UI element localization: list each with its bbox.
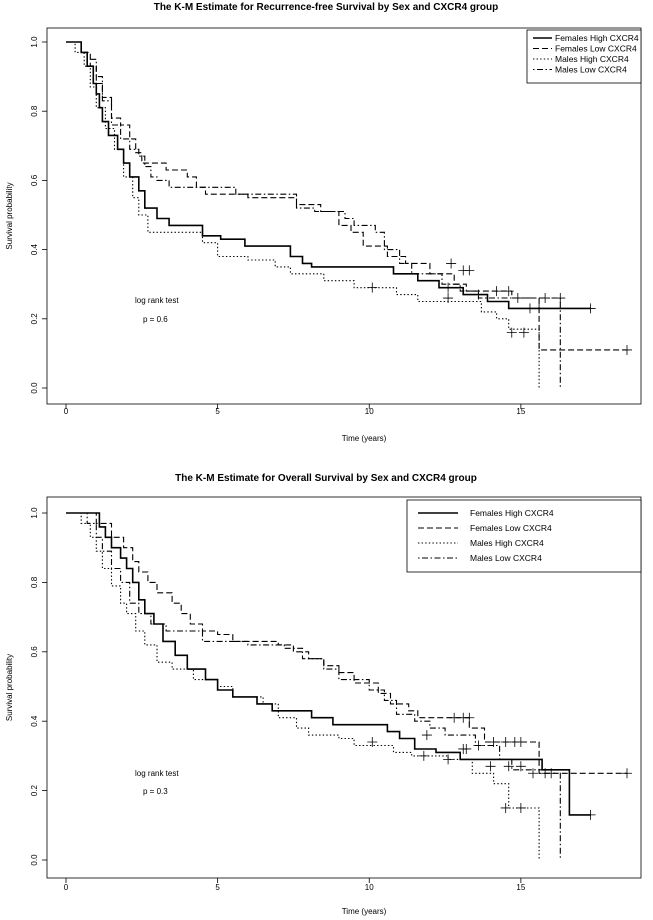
chart-title: The K-M Estimate for Overall Survival by… — [175, 473, 477, 484]
y-tick-label: 0.0 — [30, 854, 39, 866]
censor-mark — [443, 282, 454, 293]
y-axis-label: Survival probability — [5, 654, 14, 721]
legend-label: Females Low CXCR4 — [470, 523, 552, 533]
censor-mark — [488, 737, 499, 748]
y-tick-label: 0.2 — [30, 313, 39, 325]
annotation-p-value: p = 0.3 — [143, 787, 168, 796]
x-axis-label: Time (years) — [342, 434, 387, 443]
legend-label: Males Low CXCR4 — [470, 553, 542, 563]
legend-label: Females Low CXCR4 — [555, 44, 637, 54]
legend-box — [406, 499, 642, 573]
chart-panel-1: The K-M Estimate for Recurrence-free Sur… — [5, 2, 642, 443]
y-tick-label: 1.0 — [30, 36, 39, 48]
x-axis-label: Time (years) — [342, 907, 387, 916]
annotation-test-name: log rank test — [135, 769, 179, 778]
censor-mark — [485, 761, 496, 772]
annotation-test-name: log rank test — [135, 296, 179, 305]
x-tick-label: 0 — [64, 883, 69, 892]
x-tick-label: 0 — [64, 407, 69, 416]
y-tick-label: 0.0 — [30, 382, 39, 394]
legend-label: Females High CXCR4 — [555, 33, 639, 43]
censor-mark — [443, 293, 454, 304]
censor-mark — [446, 258, 457, 269]
censor-mark — [622, 344, 632, 355]
censor-mark — [527, 768, 538, 779]
censor-mark — [512, 293, 523, 304]
km-curve-males-low-cxcr4 — [66, 512, 561, 860]
legend-label: Males High CXCR4 — [555, 54, 629, 64]
censor-mark — [515, 737, 526, 748]
censor-mark — [461, 743, 472, 754]
censor-mark — [421, 730, 432, 741]
chart-panel-2: The K-M Estimate for Overall Survival by… — [5, 473, 642, 916]
censor-mark — [503, 286, 514, 297]
y-tick-label: 1.0 — [30, 507, 39, 519]
censor-mark — [515, 802, 526, 813]
x-tick-label: 10 — [365, 407, 374, 416]
y-axis-label: Survival probability — [5, 182, 14, 249]
y-tick-label: 0.6 — [30, 646, 39, 658]
km-curve-females-high-cxcr4 — [66, 41, 591, 310]
censor-mark — [418, 750, 429, 761]
censor-mark — [622, 768, 632, 779]
y-tick-label: 0.8 — [30, 105, 39, 117]
legend-label: Males Low CXCR4 — [555, 65, 627, 75]
legend-label: Females High CXCR4 — [470, 508, 554, 518]
x-tick-label: 5 — [215, 883, 220, 892]
censor-mark — [518, 327, 529, 338]
censor-mark — [473, 740, 484, 751]
plot-frame — [46, 496, 642, 879]
chart-title: The K-M Estimate for Recurrence-free Sur… — [154, 2, 499, 13]
y-tick-label: 0.2 — [30, 784, 39, 796]
y-tick-label: 0.4 — [30, 715, 39, 727]
censor-mark — [515, 761, 526, 772]
x-tick-label: 15 — [516, 883, 525, 892]
annotation-p-value: p = 0.6 — [143, 315, 168, 324]
km-curve-males-high-cxcr4 — [66, 41, 540, 388]
censor-mark — [464, 265, 475, 276]
censor-mark — [491, 286, 502, 297]
legend-box — [526, 29, 642, 84]
y-tick-label: 0.8 — [30, 576, 39, 588]
censor-mark — [464, 712, 475, 723]
censor-mark — [367, 282, 378, 293]
censor-mark — [540, 768, 551, 779]
censor-mark — [500, 802, 511, 813]
censor-mark — [473, 289, 484, 300]
km-curve-females-low-cxcr4 — [66, 512, 627, 774]
censor-mark — [585, 809, 596, 820]
censor-mark — [449, 712, 460, 723]
censor-mark — [503, 761, 514, 772]
x-tick-label: 10 — [365, 883, 374, 892]
plot-frame — [46, 27, 642, 405]
censor-mark — [367, 737, 378, 748]
censor-mark — [524, 303, 535, 314]
y-tick-label: 0.6 — [30, 174, 39, 186]
censor-mark — [443, 754, 454, 765]
censor-mark — [500, 737, 511, 748]
censor-mark — [506, 327, 517, 338]
censor-mark — [534, 303, 545, 314]
censor-mark — [585, 303, 596, 314]
legend-label: Males High CXCR4 — [470, 538, 544, 548]
y-tick-label: 0.4 — [30, 243, 39, 255]
x-tick-label: 5 — [215, 407, 220, 416]
x-tick-label: 15 — [516, 407, 525, 416]
km-curve-males-low-cxcr4 — [66, 41, 561, 388]
